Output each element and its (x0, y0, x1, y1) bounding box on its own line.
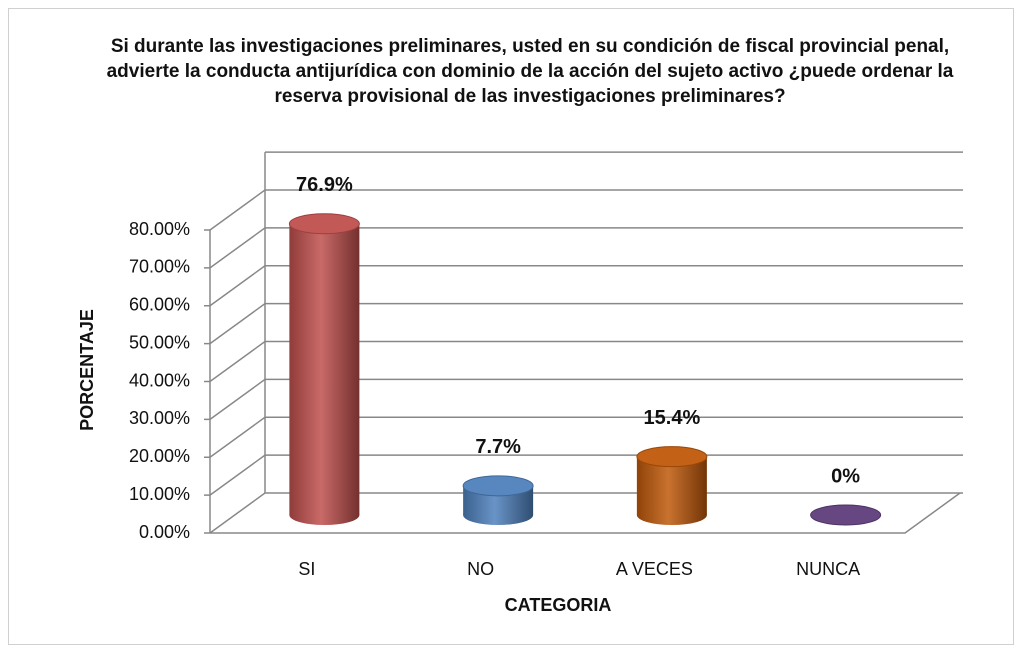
value-label: 76.9% (296, 174, 353, 196)
grid-line (209, 189, 963, 231)
bar-top (810, 504, 882, 526)
x-axis-title: CATEGORIA (505, 595, 612, 615)
y-axis-title: PORCENTAJE (77, 309, 97, 431)
bar-top (462, 475, 534, 497)
y-tick-label: 20.00% (129, 446, 190, 466)
x-tick-label: SI (298, 559, 315, 579)
y-tick-label: 70.00% (129, 257, 190, 277)
floor (210, 492, 961, 534)
grid-line (209, 302, 963, 345)
grid-line (209, 265, 963, 307)
value-label: 0% (831, 465, 860, 487)
grid-line (209, 416, 963, 458)
y-tick-label: 10.00% (129, 484, 190, 504)
value-label: 7.7% (475, 436, 521, 458)
grid-line (209, 378, 963, 420)
grid-line (209, 227, 963, 269)
x-tick-label: A VECES (616, 559, 693, 579)
y-tick-label: 50.00% (129, 332, 190, 352)
bar-top (636, 446, 708, 468)
bar (289, 223, 360, 515)
chart-title: Si durante las investigaciones prelimina… (106, 36, 954, 107)
y-tick-label: 30.00% (129, 408, 190, 428)
value-label: 15.4% (644, 407, 701, 429)
grid-line (209, 492, 963, 534)
bar-top (288, 213, 360, 235)
grid-line (209, 454, 963, 496)
frame (8, 8, 1014, 645)
x-tick-label: NUNCA (796, 559, 860, 579)
x-tick-label: NO (467, 559, 494, 579)
y-tick-label: 0.00% (139, 522, 190, 542)
y-tick-label: 80.00% (129, 219, 190, 239)
y-tick-label: 40.00% (129, 370, 190, 390)
y-tick-label: 60.00% (129, 295, 190, 315)
grid-line (209, 340, 963, 383)
